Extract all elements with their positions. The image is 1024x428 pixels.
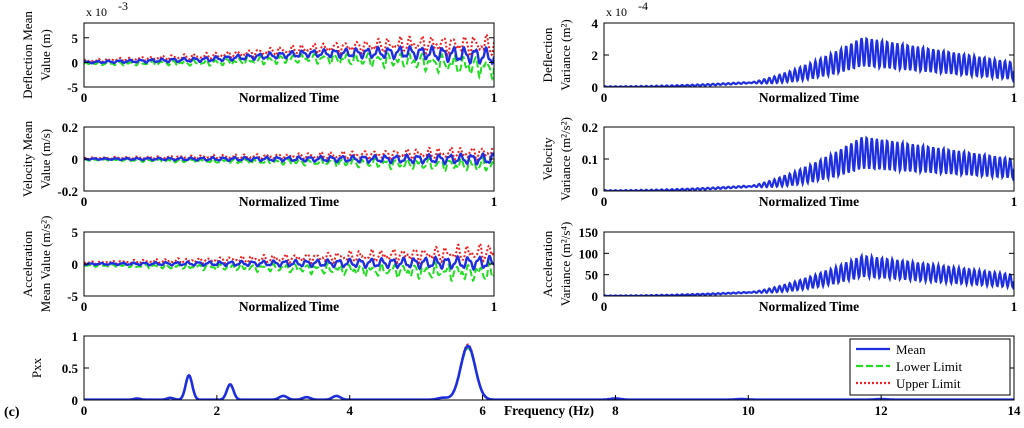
y-tick-label: 4 bbox=[592, 16, 599, 31]
y-tick-label: 0 bbox=[592, 80, 599, 95]
series-mean bbox=[604, 252, 1014, 296]
y-tick-label: 0 bbox=[72, 55, 79, 70]
x-tick-label: 1 bbox=[491, 299, 498, 314]
y-axis-label: Value (m/s) bbox=[38, 129, 53, 189]
data-layer-defl-mean bbox=[84, 32, 494, 82]
y-tick-label: -5 bbox=[67, 289, 78, 304]
x-tick-label: 0 bbox=[601, 299, 608, 314]
x-tick-label: 6 bbox=[479, 403, 486, 418]
y-tick-label: 0 bbox=[72, 393, 79, 408]
panel-label: (c) bbox=[4, 405, 20, 420]
series-mean bbox=[84, 44, 494, 66]
y-tick-label: 0.2 bbox=[62, 120, 78, 135]
x-tick-label: 2 bbox=[214, 403, 221, 418]
legend-label: Upper Limit bbox=[896, 376, 961, 391]
x-axis-label: Normalized Time bbox=[759, 299, 859, 314]
legend-label: Mean bbox=[896, 342, 926, 357]
series-lower-limit bbox=[84, 260, 494, 283]
y-axis-label: Deflection Mean bbox=[20, 11, 35, 99]
y-tick-label: 1 bbox=[72, 329, 79, 344]
x-axis-label: Normalized Time bbox=[759, 194, 859, 209]
x-axis-label: Frequency (Hz) bbox=[504, 403, 594, 418]
series-mean bbox=[84, 254, 494, 272]
y-axis-label: Acceleration bbox=[20, 230, 35, 297]
exponent-power: -4 bbox=[638, 0, 648, 13]
legend-label: Lower Limit bbox=[896, 359, 962, 374]
x-tick-label: 1 bbox=[1011, 194, 1018, 209]
y-tick-label: -0.2 bbox=[57, 184, 78, 199]
x-tick-label: 0 bbox=[601, 90, 608, 105]
series-upper-limit bbox=[84, 32, 494, 63]
y-axis-label: Velocity Mean bbox=[20, 120, 35, 197]
x-axis-label: Normalized Time bbox=[239, 90, 339, 105]
chart-acc-var: 150 100 50 00 1 Normalized Time Acceleration Va… bbox=[540, 222, 1017, 314]
y-tick-label: 0 bbox=[592, 289, 599, 304]
x-tick-label: 8 bbox=[612, 403, 619, 418]
x-tick-label: 1 bbox=[491, 194, 498, 209]
y-axis-label: Variance (m²/s²) bbox=[558, 117, 573, 201]
series-upper-limit bbox=[84, 241, 494, 265]
chart-defl-var: 4 2 00 1 Normalized Time Deflection Variance (… bbox=[540, 0, 1017, 105]
x-axis-label: Normalized Time bbox=[239, 299, 339, 314]
y-tick-label: 0 bbox=[72, 257, 79, 272]
y-tick-label: 5 bbox=[72, 225, 79, 240]
x-tick-label: 0 bbox=[81, 299, 88, 314]
y-axis-label: Mean Value (m/s²) bbox=[38, 216, 53, 313]
y-tick-label: 0 bbox=[592, 184, 599, 199]
y-tick-label: 2 bbox=[592, 48, 599, 63]
series-lower-limit bbox=[84, 51, 494, 82]
x-tick-label: 0 bbox=[81, 403, 88, 418]
x-tick-label: 1 bbox=[1011, 90, 1018, 105]
x-tick-label: 0 bbox=[81, 194, 88, 209]
data-layer-acc-var bbox=[604, 252, 1014, 296]
y-tick-label: 0.2 bbox=[582, 120, 598, 135]
y-axis-label: Velocity bbox=[540, 137, 555, 181]
x-axis-label: Normalized Time bbox=[759, 90, 859, 105]
x-tick-label: 10 bbox=[742, 403, 755, 418]
x-tick-label: 1 bbox=[491, 90, 498, 105]
x-tick-label: 14 bbox=[1008, 403, 1022, 418]
x-tick-label: 4 bbox=[346, 403, 353, 418]
y-tick-label: 5 bbox=[72, 31, 79, 46]
x-tick-label: 0 bbox=[601, 194, 608, 209]
data-layer-vel-mean bbox=[84, 145, 494, 173]
chart-vel-var: 0.2 0.1 00 1 Normalized Time Velocity Variance… bbox=[540, 117, 1017, 209]
x-tick-label: 1 bbox=[1011, 299, 1018, 314]
y-tick-label: -5 bbox=[67, 80, 78, 95]
x-axis-label: Normalized Time bbox=[239, 194, 339, 209]
x-tick-label: 12 bbox=[875, 403, 888, 418]
series-mean bbox=[604, 135, 1014, 191]
x-tick-label: 0 bbox=[81, 90, 88, 105]
y-tick-label: 50 bbox=[585, 268, 598, 283]
y-tick-label: 0.1 bbox=[582, 152, 598, 167]
data-layer-acc-mean bbox=[84, 241, 494, 283]
y-axis-label: Pxx bbox=[29, 357, 44, 378]
y-axis-label: Acceleration bbox=[540, 230, 555, 297]
chart-pxx: 1 0.5 00 2 4 6 8 10 12 14 Frequency (Hz) Pxx bbox=[29, 329, 1021, 418]
axes-box bbox=[83, 22, 495, 88]
exponent-label: x 10 bbox=[606, 5, 627, 19]
y-axis-label: Deflection bbox=[540, 27, 555, 82]
y-tick-label: 150 bbox=[579, 225, 599, 240]
y-axis-label: Variance (m²/s⁴) bbox=[558, 222, 573, 307]
exponent-label: x 10 bbox=[86, 5, 107, 19]
data-layer-defl-var bbox=[604, 36, 1014, 87]
y-tick-label: 0 bbox=[72, 152, 79, 167]
data-layer-vel-var bbox=[604, 135, 1014, 191]
y-tick-label: 100 bbox=[579, 246, 599, 261]
y-axis-label: Variance (m²) bbox=[558, 19, 573, 90]
y-axis-label: Value (m) bbox=[38, 29, 53, 81]
series-mean bbox=[84, 152, 494, 166]
legend: Mean Lower Limit Upper Limit bbox=[849, 338, 1011, 396]
series-mean bbox=[604, 36, 1014, 87]
exponent-power: -3 bbox=[118, 0, 128, 13]
y-tick-label: 0.5 bbox=[62, 361, 79, 376]
axes-box bbox=[603, 231, 1015, 297]
